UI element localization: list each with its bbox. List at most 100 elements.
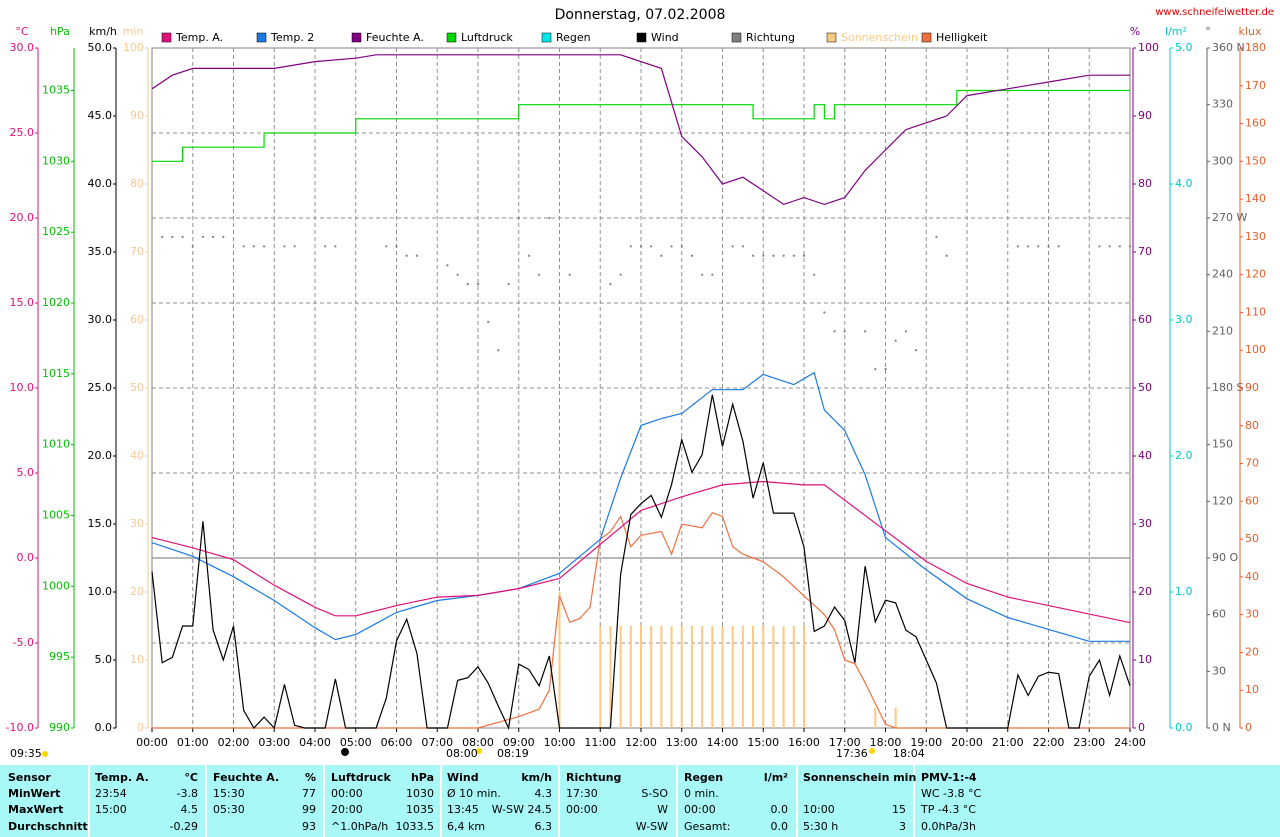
series-line <box>151 394 1131 731</box>
y-tick-label: 35.0 <box>88 245 113 258</box>
legend-label: Wind <box>651 31 679 44</box>
y-tick-label: 330 <box>1212 98 1233 111</box>
sunshine-bar <box>609 626 612 728</box>
direction-dot <box>629 245 632 248</box>
legend-swatch <box>256 32 267 43</box>
x-tick-label: 20:00 <box>951 736 983 749</box>
table-cell: 0 min. <box>684 787 719 800</box>
y-tick-label: 60 <box>1138 313 1152 326</box>
y-tick-label: 80 <box>130 177 144 190</box>
legend-label: Luftdruck <box>461 31 513 44</box>
y-tick-label: 1000 <box>42 579 70 592</box>
table-cell: ^1.0hPa/h <box>331 820 389 833</box>
table-cell: 5:30 h <box>803 820 839 833</box>
x-tick-label: 14:00 <box>707 736 739 749</box>
table-cell: Gesamt: <box>684 820 731 833</box>
direction-dot <box>1108 245 1111 248</box>
series-line <box>152 89 1130 162</box>
direction-dot <box>548 216 551 220</box>
y-tick-label: 40 <box>1245 570 1259 583</box>
table-cell: 00:00 <box>566 803 598 816</box>
direction-dot <box>884 368 887 371</box>
direction-dot <box>680 245 683 248</box>
table-cell: S-SO <box>641 787 668 800</box>
legend-swatch <box>541 32 552 43</box>
direction-dot <box>1047 245 1050 248</box>
table-cell: 15:00 <box>95 803 127 816</box>
sunshine-bar <box>803 626 805 728</box>
y-tick-label: 170 <box>1245 79 1266 92</box>
y-tick-label: 100 <box>123 41 144 54</box>
series-line <box>151 371 1130 642</box>
direction-dot <box>833 330 836 333</box>
table-cell: Sensor <box>8 771 51 784</box>
x-tick-label: 02:00 <box>218 736 250 749</box>
table-cell: 05:30 <box>213 803 245 816</box>
y-tick-label: 990 <box>49 721 70 734</box>
legend-label: Helligkeit <box>936 31 988 44</box>
legend-swatch <box>351 32 362 43</box>
table-cell: Durchschnitt <box>8 820 88 833</box>
y-tick-label: 0 <box>1138 721 1145 734</box>
y-tick-label: 30 <box>1138 517 1152 530</box>
source: www.schneifelwetter.de <box>1155 7 1274 18</box>
y-tick-label: 50 <box>1138 381 1152 394</box>
table-cell: 3 <box>899 820 906 833</box>
y-tick-label: 5.0 <box>17 466 35 479</box>
x-tick-label: 07:00 <box>421 736 453 749</box>
chart-title: Donnerstag, 07.02.2008 <box>555 7 726 23</box>
y-tick-label: 30.0 <box>10 41 35 54</box>
x-tick-label: 06:00 <box>381 736 413 749</box>
table-cell: -0.29 <box>169 820 198 833</box>
x-tick-label: 16:00 <box>788 736 820 749</box>
direction-dot <box>456 273 459 276</box>
legend-label: Temp. A. <box>175 31 223 44</box>
table-cell: 13:45 <box>447 803 479 816</box>
axis-unit: min <box>123 25 144 38</box>
sunshine-bar <box>619 626 622 728</box>
x-tick-label: 15:00 <box>747 736 779 749</box>
direction-dot <box>538 273 541 276</box>
y-tick-label: 60 <box>1245 494 1259 507</box>
y-tick-label: 40 <box>130 449 144 462</box>
legend-swatch <box>826 32 837 43</box>
table-cell: 6.3 <box>534 820 553 833</box>
y-tick-label: 20 <box>1138 585 1152 598</box>
sun-time: 08:19 <box>497 747 529 760</box>
table-cell: 4.3 <box>534 787 553 800</box>
table-cell: 93 <box>302 820 316 833</box>
axis-unit: % <box>1130 25 1140 38</box>
y-tick-label: 4.0 <box>1175 177 1193 190</box>
table-cell: Feuchte A. <box>213 771 280 784</box>
direction-dot <box>1098 245 1101 248</box>
direction-dot <box>945 254 948 257</box>
y-tick-label: 30 <box>1212 664 1226 677</box>
table-cell: 1033.5 <box>395 820 435 833</box>
direction-dot <box>191 245 194 248</box>
x-tick-label: 11:00 <box>584 736 616 749</box>
y-tick-label: 160 <box>1245 117 1266 130</box>
column-separator <box>323 765 325 837</box>
direction-dot <box>293 245 296 248</box>
y-tick-label: 1030 <box>42 154 70 167</box>
direction-dot <box>497 349 500 352</box>
y-tick-label: 40 <box>1138 449 1152 462</box>
legend-label: Regen <box>556 31 591 44</box>
direction-dot <box>751 254 755 257</box>
table-cell: 15 <box>892 803 906 816</box>
y-tick-label: 10 <box>130 653 144 666</box>
summary-table: Sensor Temp. A. °C Feuchte A.% Luftdruck hPa W… <box>0 765 1280 837</box>
y-tick-label: 25.0 <box>88 381 113 394</box>
table-cell: TP -4.3 °C <box>921 803 976 816</box>
sunshine-bar <box>670 626 673 728</box>
y-tick-label: 1010 <box>42 438 70 451</box>
y-tick-label: 130 <box>1245 230 1266 243</box>
y-tick-label: 180 <box>1245 41 1266 54</box>
y-tick-label: 80 <box>1138 177 1152 190</box>
direction-dot <box>324 245 327 248</box>
sunshine-bar <box>782 626 785 728</box>
direction-dot <box>772 254 775 257</box>
sunshine-bar <box>558 592 561 728</box>
sunshine-bar <box>711 626 714 728</box>
y-tick-label: 80 <box>1245 419 1259 432</box>
